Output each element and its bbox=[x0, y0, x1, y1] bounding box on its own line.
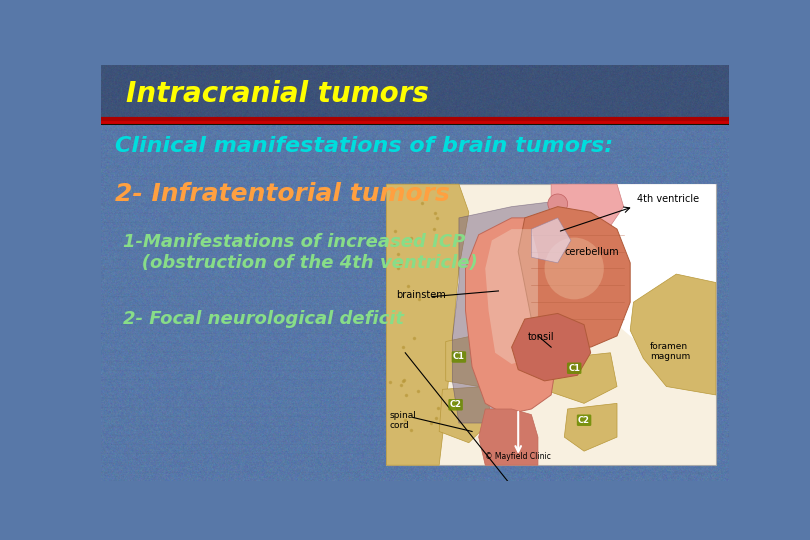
Ellipse shape bbox=[548, 194, 568, 214]
Polygon shape bbox=[386, 184, 469, 465]
Polygon shape bbox=[551, 184, 624, 254]
Polygon shape bbox=[531, 218, 571, 263]
Text: 1-Manifestations of increased ICP: 1-Manifestations of increased ICP bbox=[123, 233, 465, 251]
Text: (obstruction of the 4th ventricle): (obstruction of the 4th ventricle) bbox=[123, 254, 478, 273]
Text: Intracranial tumors: Intracranial tumors bbox=[126, 80, 429, 108]
Polygon shape bbox=[630, 274, 716, 395]
Text: © Mayfield Clinic: © Mayfield Clinic bbox=[485, 452, 551, 461]
FancyBboxPatch shape bbox=[386, 184, 716, 465]
Ellipse shape bbox=[544, 238, 603, 299]
Text: C1: C1 bbox=[453, 353, 465, 361]
Polygon shape bbox=[466, 218, 558, 415]
Text: cerebellum: cerebellum bbox=[565, 247, 619, 256]
Text: brainstem: brainstem bbox=[396, 290, 446, 300]
Text: 2- Infratentorial tumors: 2- Infratentorial tumors bbox=[115, 182, 450, 206]
Polygon shape bbox=[479, 409, 538, 465]
Text: C2: C2 bbox=[578, 416, 590, 425]
Text: tonsil: tonsil bbox=[528, 332, 555, 342]
Polygon shape bbox=[485, 229, 538, 364]
Polygon shape bbox=[518, 207, 630, 347]
Text: 4th ventricle: 4th ventricle bbox=[637, 194, 699, 205]
Text: C1: C1 bbox=[568, 364, 580, 373]
Polygon shape bbox=[568, 184, 716, 339]
Polygon shape bbox=[512, 313, 590, 381]
Polygon shape bbox=[446, 333, 498, 387]
Polygon shape bbox=[565, 403, 617, 451]
Polygon shape bbox=[452, 201, 578, 423]
Text: Clinical manifestations of brain tumors:: Clinical manifestations of brain tumors: bbox=[115, 136, 613, 156]
Polygon shape bbox=[551, 353, 617, 403]
Text: 2- Focal neurological deficit: 2- Focal neurological deficit bbox=[123, 310, 404, 328]
Text: spinal
cord: spinal cord bbox=[390, 410, 416, 430]
Text: foramen
magnum: foramen magnum bbox=[650, 342, 690, 361]
Polygon shape bbox=[439, 387, 492, 443]
Text: C2: C2 bbox=[450, 400, 462, 409]
